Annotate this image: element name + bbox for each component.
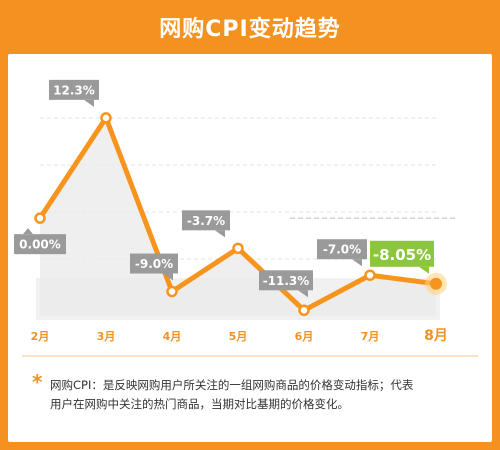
data-label-box — [14, 234, 66, 255]
x-tick-label: 5月 — [229, 330, 248, 343]
data-label: 12.3% — [53, 83, 95, 97]
chart-header: 网购CPI变动趋势 — [0, 0, 500, 54]
data-point — [100, 112, 112, 124]
data-label: -11.3% — [263, 274, 310, 288]
data-point — [430, 277, 442, 290]
data-label-pointer — [298, 290, 308, 298]
data-label-pointer — [352, 259, 362, 267]
data-point — [166, 285, 178, 298]
data-point — [298, 304, 310, 317]
data-label-pointer — [163, 273, 173, 281]
data-label-pointer — [419, 266, 429, 274]
data-label: -7.0% — [323, 243, 361, 257]
data-label-pointer — [23, 228, 33, 235]
data-point — [34, 212, 46, 224]
data-label: -8.05% — [373, 246, 431, 264]
data-label-box — [317, 239, 367, 260]
data-point — [364, 269, 376, 281]
data-point — [232, 242, 244, 255]
x-tick-label: 3月 — [97, 330, 116, 343]
chart-title: 网购CPI变动趋势 — [159, 17, 341, 42]
data-label: -3.7% — [187, 214, 225, 228]
x-tick-label: 4月 — [163, 330, 182, 343]
data-label: -9.0% — [135, 257, 173, 271]
x-tick-label: 7月 — [361, 330, 380, 343]
data-label-box — [49, 79, 99, 100]
asterisk-icon: * — [32, 370, 43, 394]
series-area — [40, 117, 436, 316]
chart-note: 网购CPI：是反映网购用户所关注的一组网购商品的价格变动指标；代表 用户在网购中… — [50, 376, 470, 414]
data-label-box — [370, 240, 434, 267]
data-label-box — [182, 210, 230, 231]
x-tick-label: 6月 — [295, 330, 314, 343]
data-label-pointer — [215, 230, 225, 238]
chart-note-line-2: 用户在网购中关注的热门商品，当期对比基期的价格变化。 — [50, 397, 349, 411]
x-tick-label: 2月 — [31, 330, 50, 343]
x-tick-label: 8月 — [424, 328, 448, 344]
data-label-pointer — [84, 99, 94, 107]
chart-note-line-1: 网购CPI：是反映网购用户所关注的一组网购商品的价格变动指标；代表 — [50, 378, 414, 392]
data-label-box — [130, 253, 178, 274]
data-label-box — [259, 270, 313, 291]
data-label: 0.00% — [19, 238, 61, 252]
